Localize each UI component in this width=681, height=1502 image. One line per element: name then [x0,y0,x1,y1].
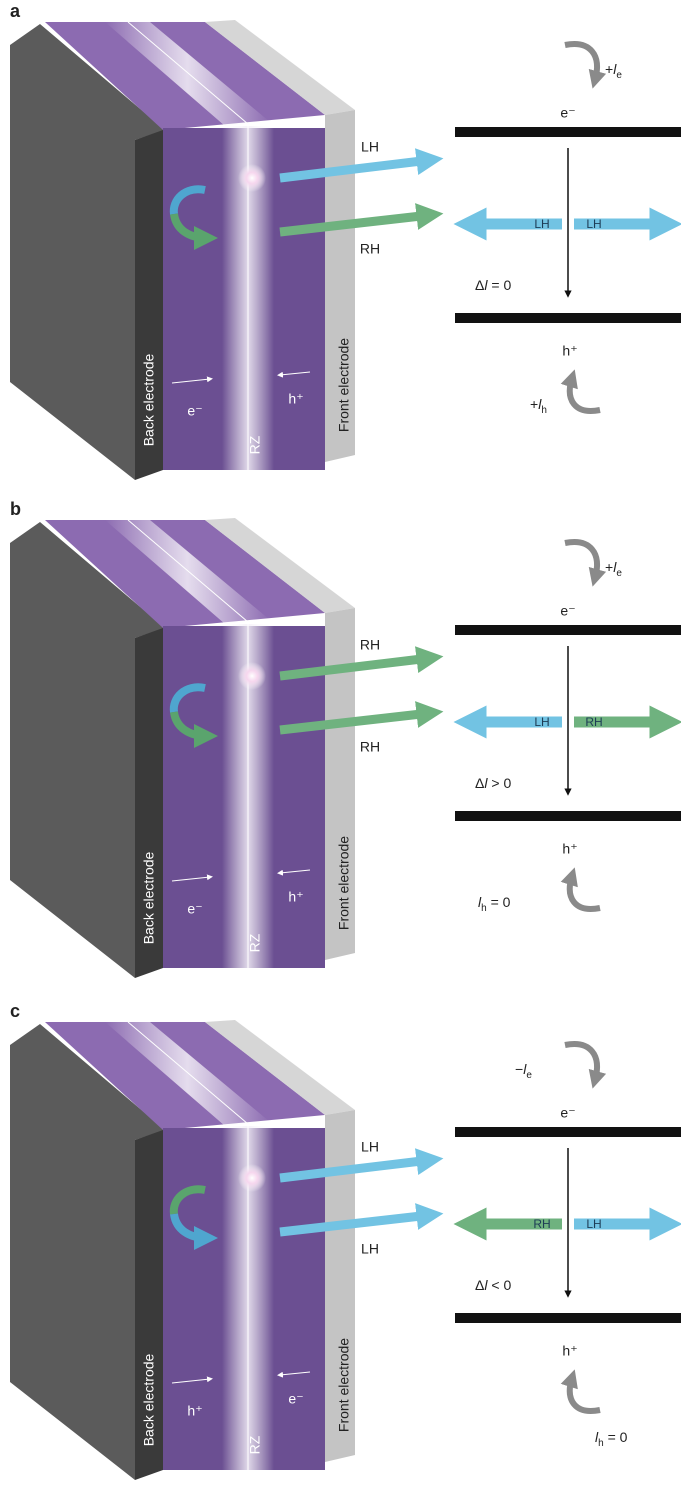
energy-level [455,625,681,635]
formula-part: e [526,1070,532,1081]
carrier-level-label: h⁺ [562,841,577,857]
panel: a LH RH e⁻ h⁺ RZ Back electrode Front electrode… [10,1,681,480]
emission-label: LH [361,139,379,155]
formula-part: = 0 [487,277,511,293]
momentum-label: +lh [530,396,547,416]
formula-part: h [541,405,547,416]
back-electrode-label: Back electrode [141,851,157,944]
carrier-label: h⁺ [288,391,303,407]
photon-label: RH [585,715,602,729]
panel-label: b [10,499,21,519]
momentum-arrow [565,542,597,578]
formula-part: < 0 [487,1277,511,1293]
momentum-arrow [570,1378,600,1411]
front-electrode-label: Front electrode [336,338,352,432]
formula-part: e [616,568,622,579]
front-electrode-label: Front electrode [336,836,352,930]
formula-part: > 0 [487,775,511,791]
back-electrode-label: Back electrode [141,1353,157,1446]
energy-level [455,1313,681,1323]
panel: c LH LH h⁺ e⁻ RZ Back electrode Front electrode… [10,1001,681,1480]
zone-label: RZ [247,933,263,952]
photon-label: LH [534,715,549,729]
carrier-level-label: e⁻ [560,1105,575,1121]
back-electrode-label: Back electrode [141,353,157,446]
momentum-label: +le [605,559,622,579]
momentum-arrow [570,378,600,411]
emission-spot [238,164,266,192]
panel-label: c [10,1001,20,1021]
delta-label: Δl < 0 [475,1277,511,1293]
emission-spot [238,662,266,690]
momentum-label: lh = 0 [478,894,511,914]
energy-level [455,127,681,137]
emission-label: RH [360,637,380,653]
photon-label: LH [586,1217,601,1231]
carrier-label: h⁺ [187,1403,202,1419]
carrier-level-label: h⁺ [562,343,577,359]
photon-label: LH [534,217,549,231]
momentum-arrow [570,876,600,909]
momentum-label: +le [605,61,622,81]
formula-part: + [605,61,613,77]
energy-level [455,1127,681,1137]
energy-level [455,313,681,323]
emission-label: RH [360,241,380,257]
momentum-label: −le [515,1061,532,1081]
carrier-level-label: h⁺ [562,1343,577,1359]
zone-label: RZ [247,1435,263,1454]
delta-label: Δl = 0 [475,277,511,293]
formula-part: = 0 [604,1429,628,1445]
emission-label: LH [361,1241,379,1257]
formula-part: Δ [475,1277,484,1293]
emission-label: RH [360,739,380,755]
formula-part: e [616,70,622,81]
momentum-label: lh = 0 [595,1429,628,1449]
formula-part: − [515,1061,523,1077]
figure: a LH RH e⁻ h⁺ RZ Back electrode Front electrode… [0,0,681,1502]
formula-part: Δ [475,277,484,293]
photon-label: LH [586,217,601,231]
delta-label: Δl > 0 [475,775,511,791]
front-electrode-label: Front electrode [336,1338,352,1432]
carrier-label: e⁻ [187,403,202,419]
carrier-label: e⁻ [288,1391,303,1407]
formula-part: + [605,559,613,575]
carrier-label: h⁺ [288,889,303,905]
panel: b RH RH e⁻ h⁺ RZ Back electrode Front electrode… [10,499,681,978]
panel-label: a [10,1,21,21]
momentum-arrow [565,44,597,80]
formula-part: Δ [475,775,484,791]
emission-spot [238,1164,266,1192]
zone-label: RZ [247,435,263,454]
carrier-level-label: e⁻ [560,105,575,121]
energy-level [455,811,681,821]
formula-part: + [530,396,538,412]
photon-label: RH [533,1217,550,1231]
formula-part: = 0 [487,894,511,910]
carrier-level-label: e⁻ [560,603,575,619]
carrier-label: e⁻ [187,901,202,917]
emission-label: LH [361,1139,379,1155]
momentum-arrow [565,1044,597,1080]
